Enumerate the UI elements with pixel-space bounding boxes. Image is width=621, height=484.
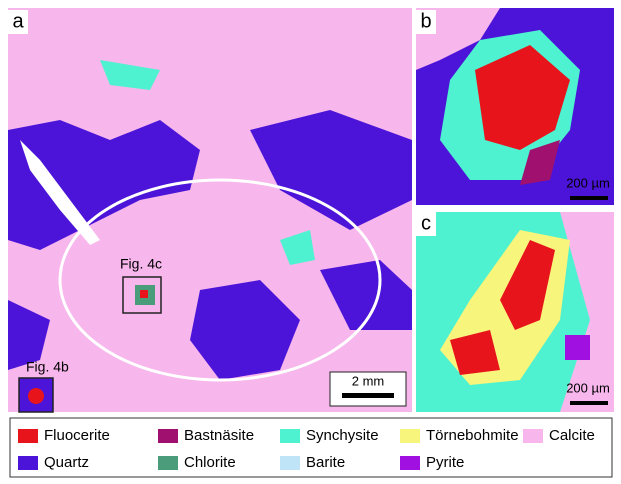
legend-label: Törnebohmite: [426, 427, 519, 444]
panel-a: a Fig. 4c Fig. 4b 2 mm: [8, 8, 412, 412]
panel-label: c: [421, 212, 431, 234]
panel-b: b 200 µm: [416, 8, 614, 205]
legend-swatch: [523, 429, 543, 443]
legend-swatch: [158, 429, 178, 443]
legend-label: Pyrite: [426, 454, 464, 471]
panel-label: b: [420, 10, 431, 32]
legend-label: Chlorite: [184, 454, 236, 471]
figure: a Fig. 4c Fig. 4b 2 mm b 200 µm c 200 µm…: [0, 0, 621, 479]
scale-bar-label: 2 mm: [352, 373, 385, 388]
legend-label: Quartz: [44, 454, 89, 471]
legend-label: Fluocerite: [44, 427, 110, 444]
scale-bar-label: 200 µm: [566, 175, 610, 190]
annotation: Fig. 4b: [26, 359, 69, 375]
legend-label: Barite: [306, 454, 345, 471]
page: {"panels":[ {"label":"a","annotations":[…: [0, 0, 621, 479]
panel-c: c 200 µm: [416, 212, 614, 412]
legend-label: Bastnäsite: [184, 427, 254, 444]
scale-bar-label: 200 µm: [566, 380, 610, 395]
legend-swatch: [400, 429, 420, 443]
legend-swatch: [158, 456, 178, 470]
annotation: Fig. 4c: [120, 256, 162, 272]
legend-swatch: [18, 429, 38, 443]
legend-label: Calcite: [549, 427, 595, 444]
panel-label: a: [12, 10, 24, 32]
legend-swatch: [280, 429, 300, 443]
legend-swatch: [280, 456, 300, 470]
legend-swatch: [18, 456, 38, 470]
legend-swatch: [400, 456, 420, 470]
legend-label: Synchysite: [306, 427, 379, 444]
